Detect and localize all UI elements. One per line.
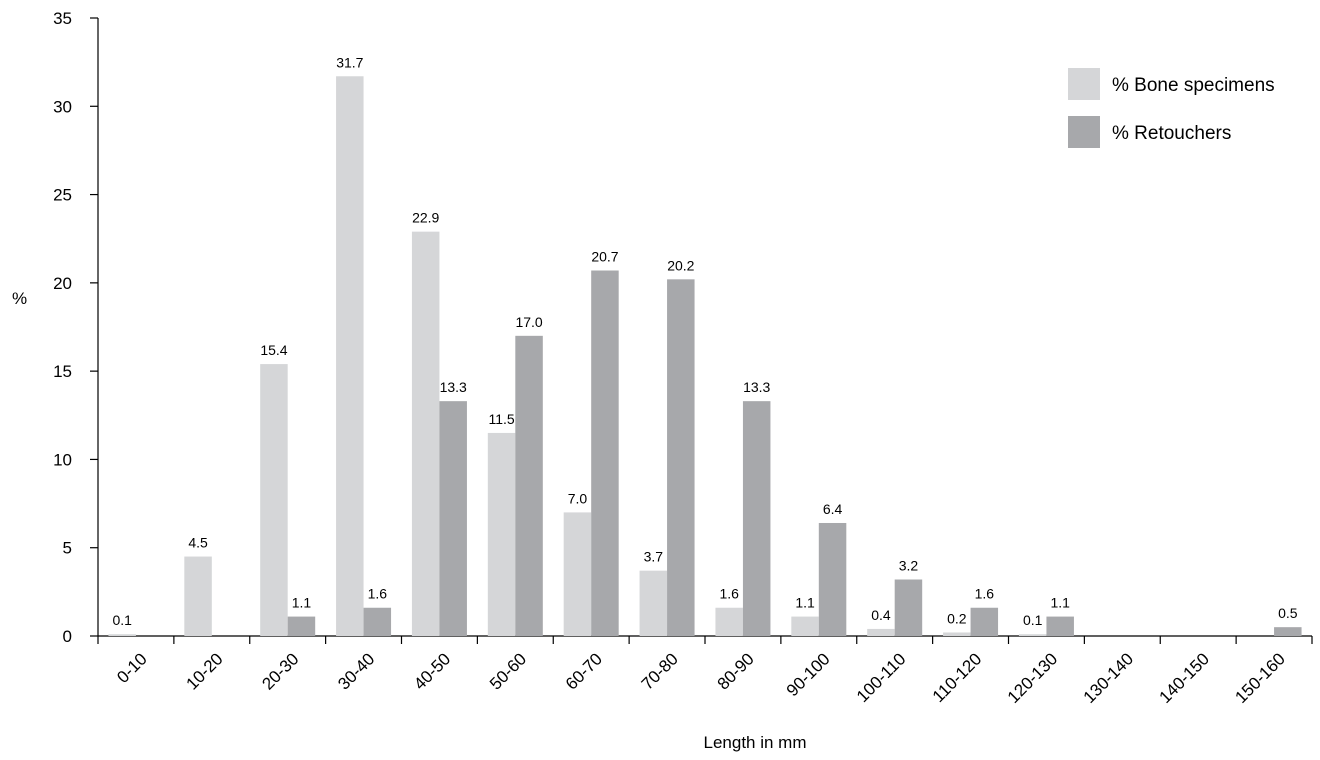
bar-retouchers	[439, 401, 467, 636]
data-label: 0.1	[1023, 612, 1043, 628]
data-label: 13.3	[743, 379, 770, 395]
y-tick-label: 10	[53, 450, 72, 469]
data-label: 17.0	[515, 314, 542, 330]
data-label: 15.4	[260, 342, 287, 358]
y-tick-label: 0	[63, 627, 72, 646]
data-label: 1.6	[719, 586, 739, 602]
data-label: 3.2	[899, 557, 919, 573]
bar-retouchers	[363, 607, 392, 636]
data-label: 1.1	[292, 595, 312, 611]
bar-retouchers	[970, 607, 999, 636]
data-label: 1.6	[368, 586, 388, 602]
data-label: 6.4	[823, 501, 843, 517]
x-tick-label: 150-160	[1231, 649, 1289, 707]
x-tick-label: 0-10	[113, 649, 150, 686]
x-tick-label: 80-90	[714, 649, 758, 693]
x-tick-label: 30-40	[334, 649, 378, 693]
y-tick-label: 15	[53, 362, 72, 381]
legend-swatch	[1068, 116, 1100, 148]
bar-bone-specimens	[487, 432, 516, 636]
x-axis-title: Length in mm	[704, 733, 807, 752]
y-tick-label: 30	[53, 97, 72, 116]
data-label: 0.5	[1278, 605, 1298, 621]
data-label: 20.7	[591, 248, 618, 264]
data-label: 4.5	[188, 535, 208, 551]
bar-bone-specimens	[791, 616, 819, 636]
y-tick-label: 35	[53, 9, 72, 28]
data-label: 7.0	[568, 490, 588, 506]
bar-retouchers	[287, 616, 316, 636]
bar-retouchers	[894, 579, 923, 636]
data-label: 13.3	[440, 379, 467, 395]
bars	[108, 76, 1302, 637]
y-tick-label: 20	[53, 274, 72, 293]
bar-retouchers	[742, 401, 771, 636]
bar-bone-specimens	[260, 364, 288, 636]
x-tick-label: 140-150	[1155, 649, 1213, 707]
bar-retouchers	[667, 279, 695, 636]
bar-bone-specimens	[108, 634, 136, 636]
data-label: 0.1	[112, 612, 132, 628]
x-tick-label: 70-80	[638, 649, 682, 693]
data-label: 1.6	[975, 586, 995, 602]
legend: % Bone specimens % Retouchers	[1068, 68, 1275, 148]
bar-bone-specimens	[639, 570, 668, 636]
x-tick-label: 100-110	[853, 649, 910, 706]
x-tick-label: 50-60	[486, 649, 530, 693]
legend-label: % Bone specimens	[1112, 75, 1275, 96]
y-tick-label: 5	[63, 539, 72, 558]
data-label: 1.1	[1050, 595, 1070, 611]
bar-retouchers	[1046, 616, 1074, 636]
bar-bone-specimens	[563, 512, 592, 636]
legend-label: % Retouchers	[1112, 123, 1231, 144]
bar-bone-specimens	[184, 556, 212, 636]
x-tick-label: 110-120	[929, 649, 986, 706]
data-label: 20.2	[667, 257, 694, 273]
data-label: 31.7	[336, 54, 363, 70]
data-label: 11.5	[488, 411, 514, 427]
x-tick-label: 130-140	[1080, 649, 1138, 707]
data-label: 1.1	[795, 595, 815, 611]
y-axis: 0 5 10 15 20 25 30 35	[53, 9, 99, 646]
x-tick-label: 40-50	[410, 649, 454, 693]
bar-retouchers	[591, 270, 619, 636]
x-tick-label: 10-20	[182, 649, 226, 693]
data-label: 3.7	[644, 549, 664, 565]
x-tick-label: 60-70	[562, 649, 606, 693]
x-tick-label: 90-100	[783, 649, 834, 700]
x-tick-label: 20-30	[258, 649, 302, 693]
data-label: 22.9	[412, 210, 439, 226]
bar-bone-specimens	[867, 628, 895, 636]
bar-bone-specimens	[715, 607, 743, 636]
bar-retouchers	[515, 335, 543, 636]
y-axis-title: %	[12, 289, 27, 308]
bar-retouchers	[818, 522, 847, 636]
bar-bone-specimens	[411, 231, 440, 636]
bar-retouchers	[1274, 627, 1302, 636]
y-tick-label: 25	[53, 186, 72, 205]
x-tick-label: 120-130	[1004, 649, 1062, 707]
legend-swatch	[1068, 68, 1100, 100]
data-labels: 0.1 4.5 15.4 31.7 22.9 11.5 7.0 3.7 1.6 1.1 0.4 0.2…	[112, 54, 1297, 628]
bar-bone-specimens	[943, 632, 971, 636]
data-label: 0.4	[871, 607, 891, 623]
bar-bone-specimens	[336, 76, 364, 637]
data-label: 0.2	[947, 610, 967, 626]
x-axis: 0-10 10-20 20-30 30-40 40-50 50-60 60-70 70-80 8…	[97, 635, 1313, 707]
bar-bone-specimens	[1018, 634, 1047, 636]
